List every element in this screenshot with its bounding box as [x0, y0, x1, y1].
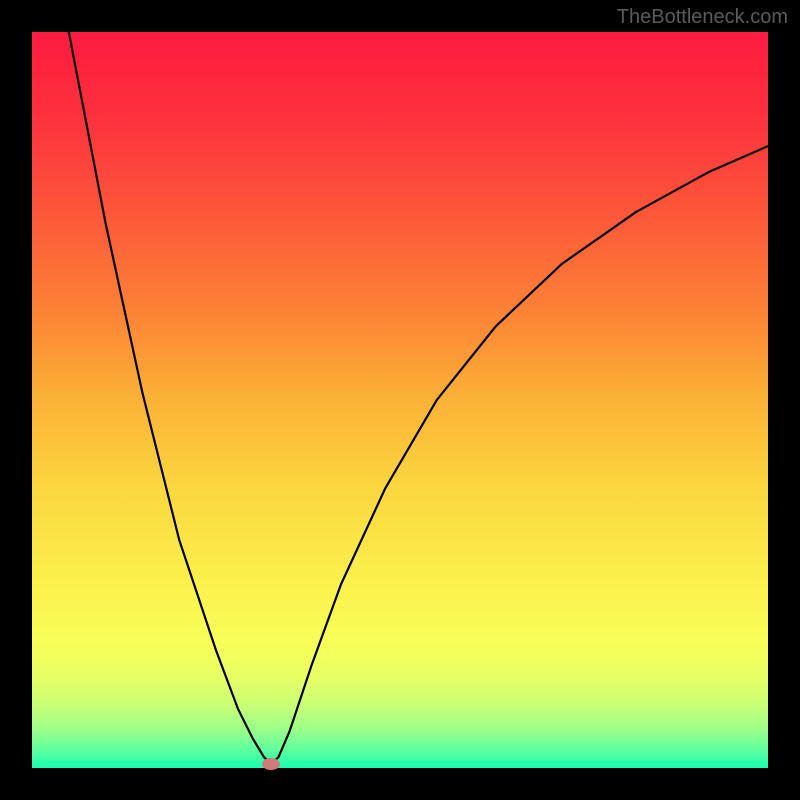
bottleneck-curve — [32, 32, 768, 768]
watermark-text: TheBottleneck.com — [617, 6, 788, 29]
plot-area — [32, 32, 768, 768]
optimal-point-marker — [262, 758, 280, 770]
